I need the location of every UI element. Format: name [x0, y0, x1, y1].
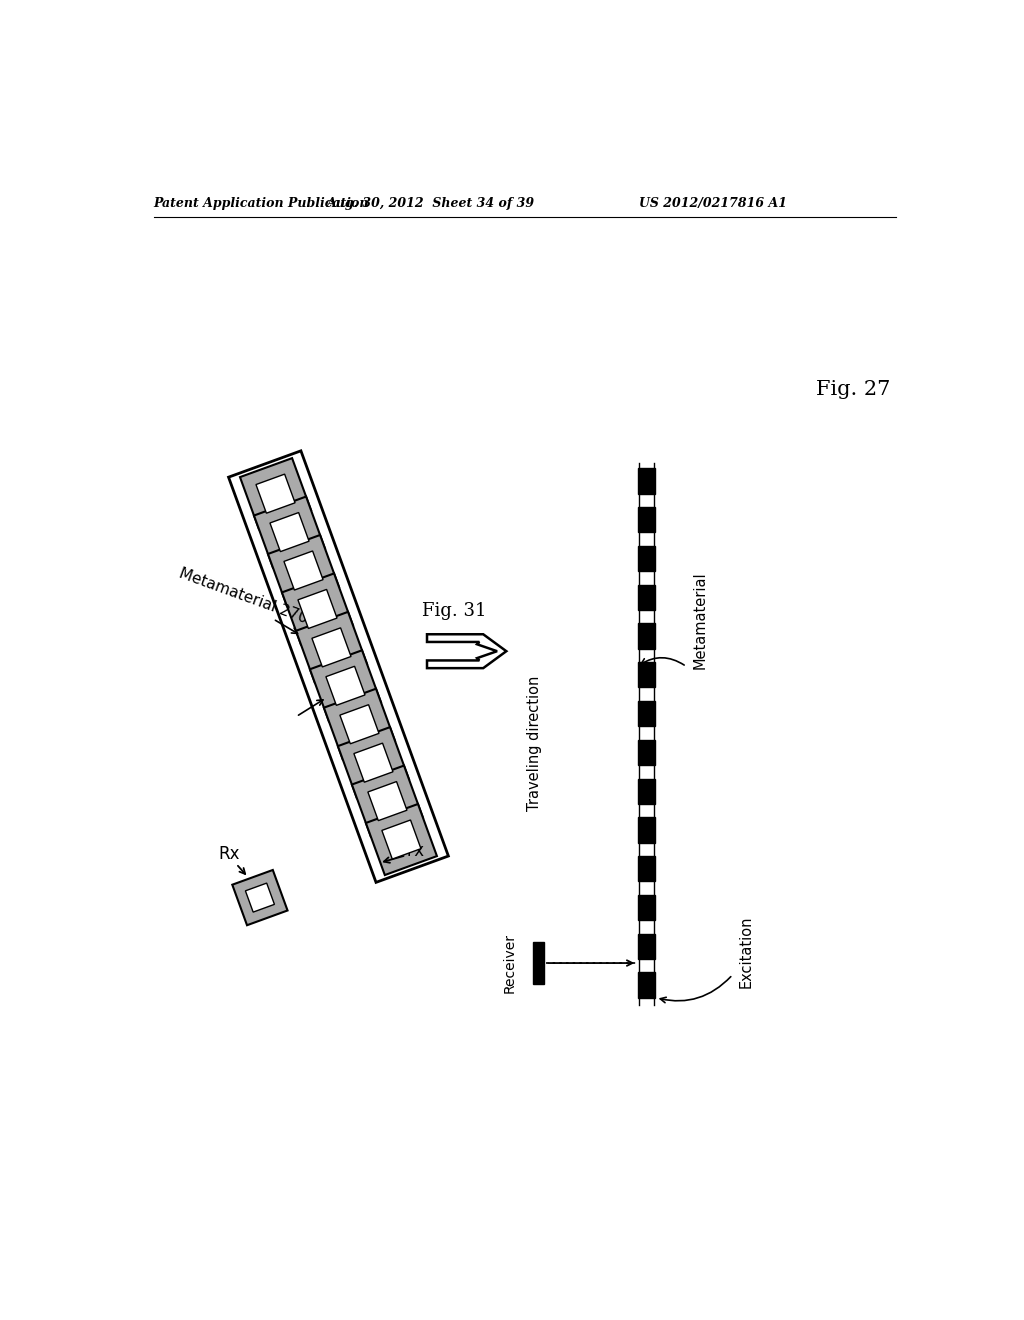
- Bar: [638, 546, 655, 572]
- Text: Excitation: Excitation: [739, 915, 754, 987]
- Text: Patent Application Publication: Patent Application Publication: [154, 197, 370, 210]
- Polygon shape: [427, 635, 506, 668]
- Bar: [638, 623, 655, 648]
- Polygon shape: [268, 535, 339, 606]
- Polygon shape: [354, 743, 393, 783]
- Bar: [534, 942, 544, 985]
- Text: Fig. 31: Fig. 31: [422, 602, 486, 620]
- Bar: [638, 817, 655, 842]
- Bar: [638, 701, 655, 726]
- Polygon shape: [254, 496, 325, 568]
- Polygon shape: [352, 766, 423, 837]
- Bar: [638, 973, 655, 998]
- Text: Metamaterial 2701: Metamaterial 2701: [177, 565, 318, 630]
- Polygon shape: [326, 667, 365, 705]
- Text: US 2012/0217816 A1: US 2012/0217816 A1: [639, 197, 786, 210]
- Polygon shape: [240, 458, 311, 529]
- Bar: [638, 779, 655, 804]
- Bar: [638, 739, 655, 766]
- Polygon shape: [246, 883, 274, 912]
- Text: Metamaterial: Metamaterial: [693, 572, 708, 669]
- Text: Tx: Tx: [403, 842, 424, 861]
- Text: Fig. 27: Fig. 27: [816, 380, 890, 399]
- Bar: [638, 585, 655, 610]
- Polygon shape: [284, 550, 323, 590]
- Polygon shape: [232, 870, 288, 925]
- Bar: [638, 895, 655, 920]
- Bar: [638, 469, 655, 494]
- Polygon shape: [282, 573, 353, 644]
- Polygon shape: [296, 612, 367, 682]
- Polygon shape: [368, 781, 407, 821]
- Polygon shape: [324, 689, 395, 760]
- Polygon shape: [382, 820, 421, 859]
- Text: Receiver: Receiver: [503, 933, 516, 993]
- Polygon shape: [256, 474, 295, 513]
- Text: Rx: Rx: [218, 845, 240, 863]
- Polygon shape: [310, 651, 381, 721]
- Polygon shape: [340, 705, 379, 743]
- Bar: [638, 507, 655, 532]
- Polygon shape: [298, 590, 337, 628]
- Polygon shape: [270, 512, 309, 552]
- Polygon shape: [312, 628, 351, 667]
- Text: Aug. 30, 2012  Sheet 34 of 39: Aug. 30, 2012 Sheet 34 of 39: [327, 197, 535, 210]
- Polygon shape: [366, 804, 437, 875]
- Text: Traveling direction: Traveling direction: [527, 676, 543, 812]
- Polygon shape: [228, 451, 449, 882]
- Polygon shape: [338, 727, 409, 799]
- Bar: [638, 857, 655, 882]
- Bar: [638, 933, 655, 958]
- Bar: [638, 663, 655, 688]
